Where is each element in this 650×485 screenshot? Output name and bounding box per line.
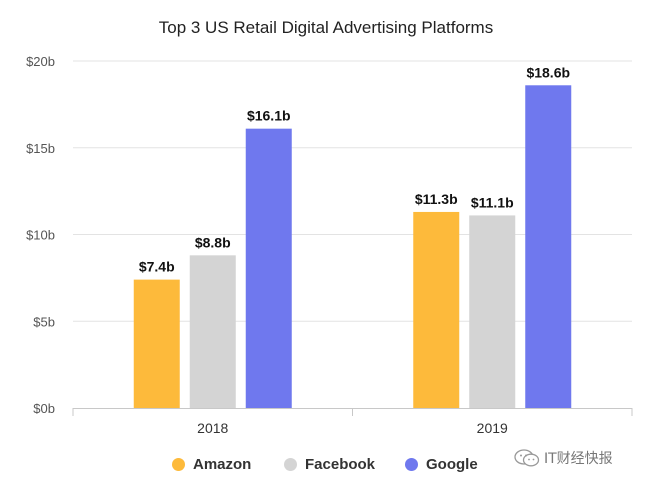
bar-chart: Top 3 US Retail Digital Advertising Plat… [26, 18, 633, 436]
watermark-text: IT财经快报 [544, 451, 613, 467]
chart-title: Top 3 US Retail Digital Advertising Plat… [159, 18, 493, 37]
legend-item-facebook[interactable]: Facebook [284, 452, 375, 476]
bar-amazon-2019 [413, 211, 460, 408]
data-label: $7.4b [139, 259, 175, 275]
data-labels: $7.4b $8.8b $16.1b $11.3b $11.1b $18.6b [139, 64, 570, 274]
data-label: $18.6b [526, 64, 570, 80]
bars [133, 85, 572, 409]
x-tick-label: 2019 [477, 420, 508, 436]
legend-swatch [405, 457, 418, 471]
bar-google-2018 [245, 128, 292, 409]
legend-swatch [172, 457, 185, 471]
bar-google-2019 [525, 85, 572, 408]
data-label: $11.3b [415, 191, 458, 207]
wechat-icon [514, 449, 540, 467]
data-label: $16.1b [247, 108, 291, 124]
x-axis: 2018 2019 [72, 408, 633, 436]
bar-facebook-2018 [189, 255, 236, 408]
legend-swatch [284, 457, 297, 471]
y-tick-label: $10b [26, 228, 55, 243]
legend-item-google[interactable]: Google [405, 452, 478, 476]
data-label: $11.1b [471, 194, 514, 210]
legend-label: Facebook [305, 455, 376, 473]
y-axis: $0b $5b $10b $15b $20b [26, 54, 55, 416]
bar-facebook-2019 [469, 215, 516, 408]
x-tick-label: 2018 [197, 420, 228, 436]
legend-item-amazon[interactable]: Amazon [172, 452, 251, 476]
legend: Amazon Facebook Google [0, 452, 650, 476]
y-tick-label: $20b [26, 54, 55, 69]
legend-label: Amazon [193, 455, 252, 473]
y-tick-label: $5b [33, 314, 55, 329]
data-label: $8.8b [195, 234, 231, 250]
y-tick-label: $15b [26, 141, 55, 156]
y-tick-label: $0b [33, 401, 55, 416]
legend-label: Google [426, 455, 478, 473]
watermark: IT财经快报 [514, 447, 613, 469]
bar-amazon-2018 [133, 279, 180, 408]
